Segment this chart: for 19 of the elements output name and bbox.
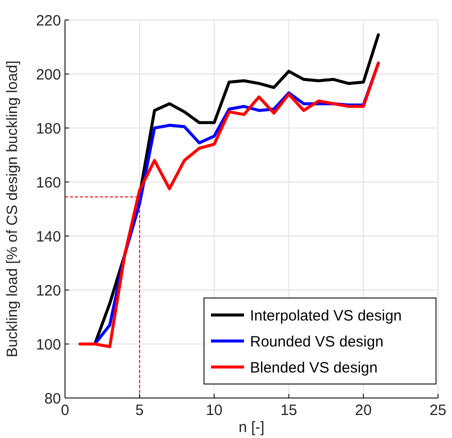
legend-label: Rounded VS design: [250, 333, 384, 350]
x-axis-title: n [-]: [238, 419, 264, 436]
x-tick-label: 25: [430, 402, 446, 419]
legend-label: Blended VS design: [250, 359, 378, 376]
y-tick-label: 220: [36, 12, 61, 30]
x-tick-label: 20: [355, 402, 372, 419]
y-axis-title: Buckling load [% of CS design buckling load]: [4, 60, 21, 358]
y-tick-label: 120: [36, 282, 61, 300]
y-tick-label: 100: [36, 336, 61, 354]
y-tick-label: 180: [36, 120, 61, 138]
y-tick-label: 160: [36, 174, 61, 192]
x-tick-label: 10: [206, 402, 223, 419]
y-tick-label: 80: [44, 390, 61, 408]
legend-label: Interpolated VS design: [250, 307, 402, 324]
y-tick-label: 200: [36, 66, 61, 84]
x-tick-label: 15: [280, 402, 298, 419]
x-tick-label: 0: [60, 402, 70, 419]
x-tick-label: 5: [135, 402, 144, 419]
y-tick-label: 140: [36, 228, 61, 246]
